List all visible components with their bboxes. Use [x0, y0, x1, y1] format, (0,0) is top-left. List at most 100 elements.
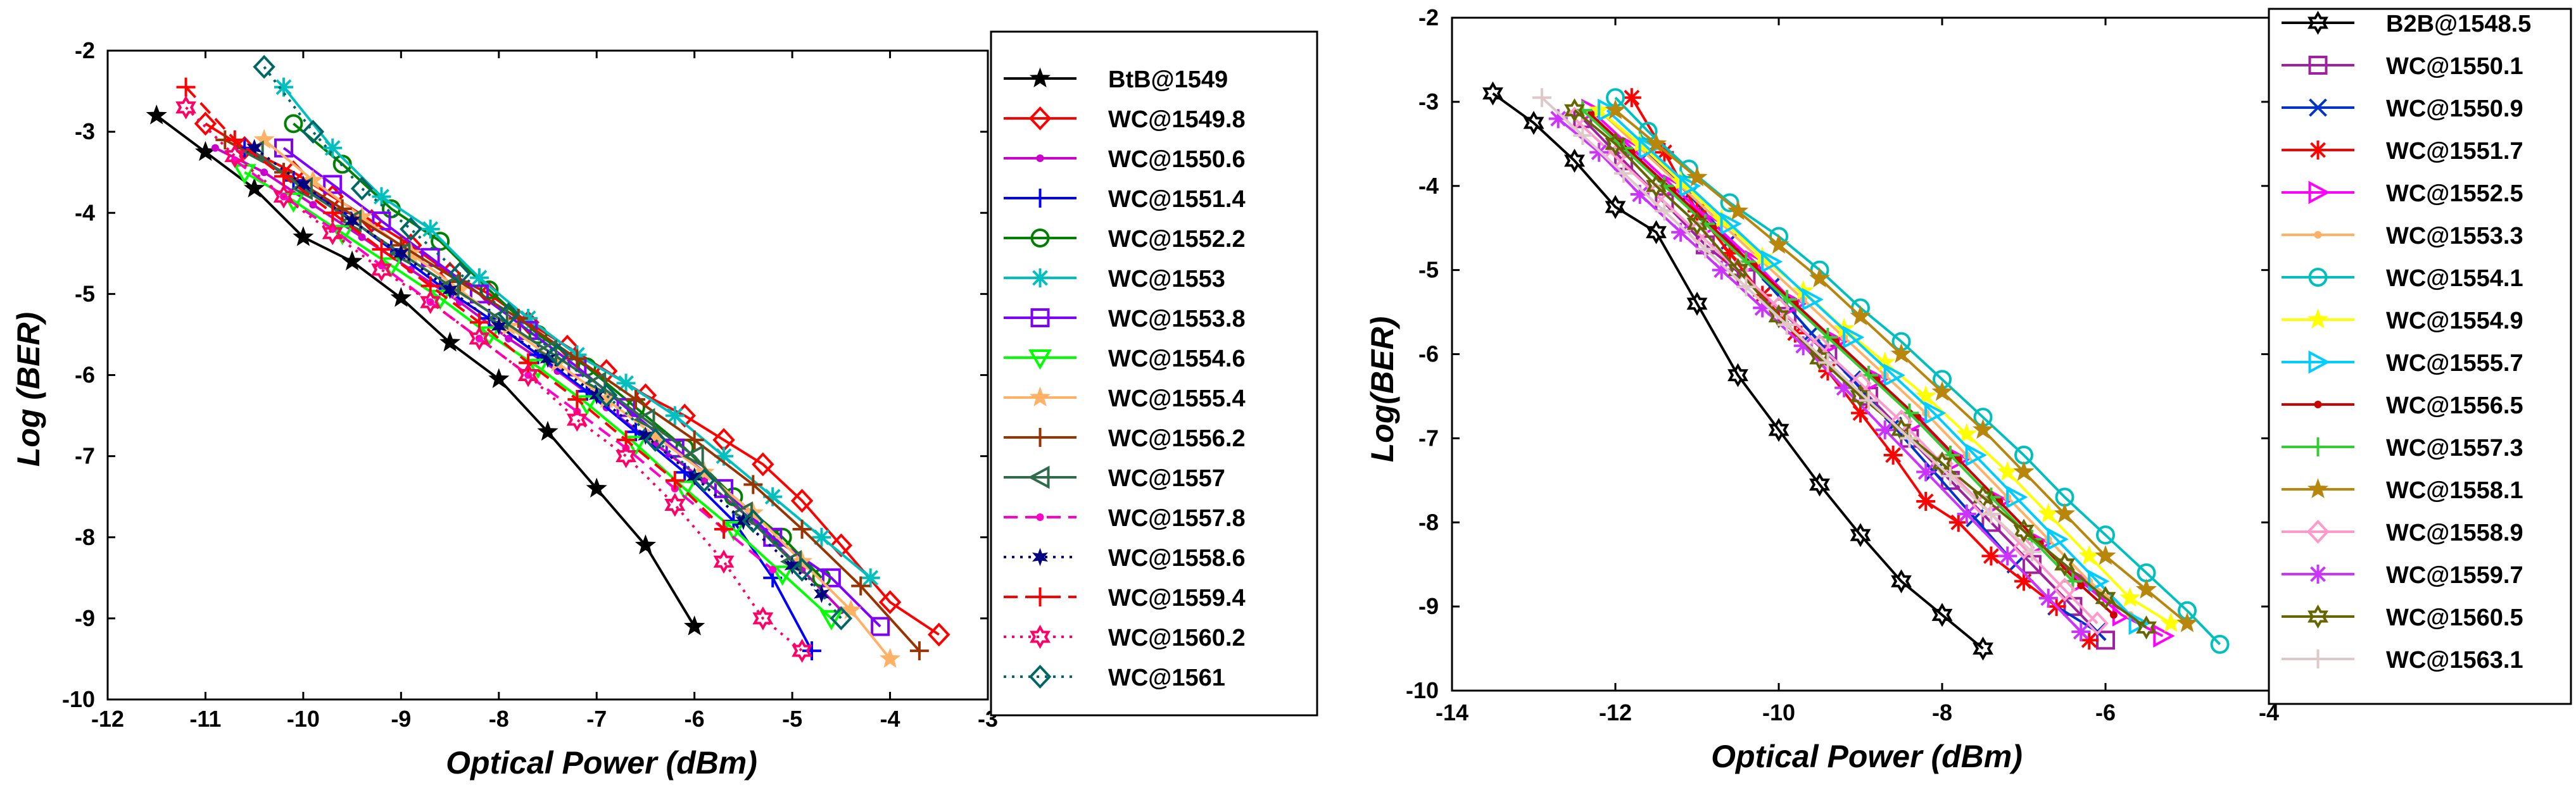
chart-left-legend-marker-wc-1553-8 — [1030, 308, 1050, 327]
chart-left-point-wc-1561 — [301, 120, 325, 144]
chart-right-point-wc-1559-7 — [1998, 546, 2017, 566]
chart-right-point-b2b-1548-5 — [1482, 81, 1503, 106]
chart-left-xtick-label: -12 — [91, 706, 124, 732]
chart-right-legend-marker-wc-1558-9 — [2306, 520, 2330, 544]
chart-left-point-wc-1554-6 — [428, 289, 452, 310]
chart-right-point-wc-1558-9 — [2053, 577, 2076, 602]
chart-left-point-wc-1559-4 — [665, 471, 685, 491]
chart-right-point-wc-1559-7 — [1793, 336, 1813, 356]
chart-left-point-wc-1549-8 — [928, 622, 950, 647]
chart-right-point-wc-1563-1 — [1900, 429, 1919, 448]
chart-right-point-wc-1559-7 — [2071, 622, 2091, 641]
chart-left-point-btb-1549 — [146, 104, 167, 125]
chart-left-point-wc-1556-2 — [450, 272, 469, 292]
chart-right-point-wc-1555-7 — [1924, 401, 1947, 425]
chart-right-point-wc-1559-7 — [1916, 462, 1936, 482]
chart-left-point-wc-1558-6 — [246, 139, 263, 158]
chart-left-point-wc-1553-8 — [323, 175, 343, 194]
chart-right-legend-marker-wc-1556-5 — [2314, 401, 2322, 408]
chart-left-point-wc-1552-2 — [284, 114, 303, 134]
chart-right-point-wc-1551-7 — [1883, 445, 1903, 465]
chart-right-point-wc-1560-5 — [1686, 211, 1708, 236]
chart-right-point-b2b-1548-5 — [1564, 148, 1585, 173]
chart-left-legend-marker-wc-1553 — [1030, 268, 1050, 287]
chart-right-point-b2b-1548-5 — [1931, 603, 1953, 627]
chart-right-point-wc-1552-5 — [2153, 624, 2175, 648]
chart-left-legend-marker-wc-1558-6 — [1032, 548, 1049, 567]
chart-left-point-wc-1553 — [763, 487, 783, 506]
chart-left-legend-marker-wc-1560-2 — [1030, 624, 1051, 649]
chart-left-point-wc-1560-2 — [517, 363, 539, 387]
chart-left-point-wc-1561 — [790, 558, 814, 582]
chart-left-xtick-label: -5 — [782, 706, 802, 732]
chart-right-point-wc-1551-7 — [1916, 492, 1936, 511]
chart-right-ytick-label: -7 — [1418, 425, 1439, 451]
chart-left-point-wc-1559-4 — [519, 353, 538, 373]
chart-left-point-wc-1553 — [665, 406, 685, 425]
chart-right-point-wc-1563-1 — [1573, 126, 1593, 146]
chart-right-legend-label-wc-1554-1: WC@1554.1 — [2386, 265, 2523, 292]
chart-right-legend-marker-wc-1554-1 — [2308, 268, 2328, 287]
chart-right-point-wc-1559-7 — [1712, 260, 1731, 280]
chart-left-legend-label-wc-1557-8: WC@1557.8 — [1108, 505, 1246, 532]
chart-left-point-wc-1555-4 — [302, 169, 324, 190]
chart-left-point-wc-1551-4 — [802, 641, 821, 661]
chart-right-series-group — [1482, 81, 2230, 661]
chart-left-point-wc-1550-6 — [700, 477, 709, 485]
chart-left-legend-label-wc-1558-6: WC@1558.6 — [1108, 545, 1246, 572]
chart-right-legend-marker-wc-1557-3 — [2308, 437, 2328, 456]
chart-left-legend: BtB@1549 WC@1549.8 WC@1550.6 WC@1551.4 WC@15… — [990, 30, 1318, 717]
chart-left: Optical Power (dBm) Log (BER) -12 -11 -10 -… — [11, 30, 1318, 781]
chart-left-point-wc-1552-2 — [431, 232, 450, 251]
chart-left-legend-marker-wc-1559-4 — [1030, 587, 1050, 606]
chart-right-point-wc-1558-1 — [2095, 544, 2116, 565]
chart-right-point-wc-1563-1 — [1532, 88, 1551, 108]
chart-left-point-wc-1556-2 — [626, 389, 645, 409]
chart-left-point-wc-1556-2 — [567, 349, 587, 368]
chart-left-legend-label-wc-1555-4: WC@1555.4 — [1108, 386, 1246, 412]
chart-right-legend-marker-wc-1563-1 — [2308, 649, 2328, 668]
chart-right-point-b2b-1548-5 — [1523, 111, 1544, 135]
chart-left-point-wc-1556-2 — [685, 430, 704, 449]
chart-right-point-wc-1551-7 — [1655, 142, 1674, 162]
chart-left-point-wc-1559-4 — [274, 166, 293, 186]
chart-left-ytick-label: -3 — [75, 118, 95, 144]
chart-left-point-wc-1560-2 — [616, 444, 636, 468]
chart-right-point-wc-1555-7 — [1679, 174, 1702, 198]
chart-left-legend-label-wc-1560-2: WC@1560.2 — [1108, 625, 1246, 651]
chart-right-point-wc-1551-7 — [1753, 285, 1772, 305]
chart-left-point-btb-1549 — [244, 177, 265, 198]
chart-right-point-wc-1554-1 — [2210, 634, 2230, 654]
chart-left-point-wc-1553-8 — [714, 479, 733, 498]
chart-left-xtick-label: -9 — [391, 706, 411, 732]
chart-left-ytick-label: -4 — [75, 199, 95, 225]
chart-left-point-wc-1557-8 — [769, 566, 777, 574]
chart-right-point-wc-1563-1 — [2022, 542, 2042, 561]
chart-right-point-wc-1558-1 — [1809, 267, 1831, 288]
chart-right-point-wc-1555-7 — [2047, 527, 2069, 551]
chart-right-legend-marker-wc-1558-1 — [2307, 478, 2329, 499]
chart-right-point-wc-1556-5 — [2077, 581, 2085, 589]
chart-left-point-wc-1553 — [372, 187, 391, 206]
chart-right-legend-label-wc-1559-7: WC@1559.7 — [2386, 562, 2523, 589]
chart-left-point-wc-1561 — [595, 383, 618, 408]
chart-left-legend-marker-wc-1549-8 — [1028, 106, 1052, 130]
chart-right-point-wc-1563-1 — [1655, 201, 1674, 221]
chart-right-point-wc-1558-1 — [2013, 461, 2035, 481]
chart-left-ytick-label: -2 — [75, 37, 95, 63]
chart-right-xtick-label: -6 — [2095, 699, 2116, 725]
chart-right-point-wc-1554-9 — [2119, 587, 2141, 607]
chart-right-legend-marker-wc-1555-7 — [2308, 350, 2330, 374]
chart-right-legend-label-wc-1555-7: WC@1555.7 — [2386, 350, 2523, 377]
chart-right-point-wc-1560-5 — [1605, 132, 1626, 156]
chart-left-legend-label-wc-1550-6: WC@1550.6 — [1108, 146, 1246, 173]
chart-left-point-wc-1550-6 — [260, 168, 268, 177]
chart-right-point-wc-1563-1 — [1736, 277, 1756, 297]
chart-right-point-wc-1560-5 — [1564, 98, 1585, 123]
chart-right-point-wc-1555-7 — [1720, 212, 1742, 235]
chart-right-point-wc-1555-7 — [1598, 98, 1620, 122]
chart-right-legend-label-wc-1557-3: WC@1557.3 — [2386, 435, 2523, 461]
chart-left-series-wc-1560-2 — [175, 95, 812, 663]
chart-right-point-wc-1551-7 — [1981, 546, 2001, 566]
chart-right-point-wc-1563-1 — [1777, 315, 1796, 334]
